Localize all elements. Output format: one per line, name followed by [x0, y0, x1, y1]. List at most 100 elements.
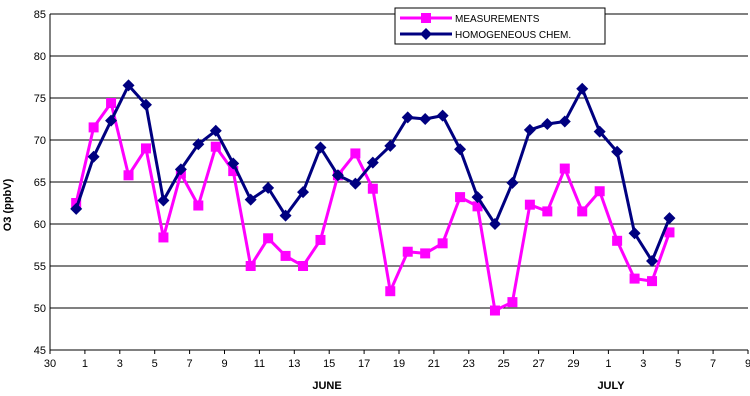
y-tick-label: 55: [34, 261, 46, 273]
data-point: [88, 122, 99, 133]
y-axis-title: O3 (ppbV): [2, 178, 14, 231]
y-tick-label: 75: [34, 93, 46, 105]
data-point: [593, 125, 606, 138]
data-point: [263, 233, 274, 244]
y-tick-label: 60: [34, 219, 46, 231]
data-point: [489, 305, 500, 316]
data-point: [612, 235, 623, 246]
month-label-june: JUNE: [312, 380, 341, 392]
x-tick-label: 23: [463, 358, 475, 370]
x-tick-label: 5: [152, 358, 158, 370]
data-point: [139, 98, 152, 111]
data-point: [594, 186, 605, 197]
x-tick-label: 13: [288, 358, 300, 370]
data-point: [349, 177, 362, 190]
legend-marker: [420, 28, 432, 40]
data-point: [315, 234, 326, 245]
data-point: [558, 115, 571, 128]
data-point: [262, 181, 275, 194]
data-point: [524, 199, 535, 210]
data-point: [122, 79, 135, 92]
data-point: [245, 261, 256, 271]
data-point: [280, 250, 291, 261]
data-point: [157, 194, 170, 207]
data-point: [158, 232, 169, 243]
data-point: [542, 206, 553, 217]
data-point: [472, 201, 483, 212]
data-point: [507, 297, 518, 308]
data-point: [419, 113, 432, 125]
x-tick-label: 25: [498, 358, 510, 370]
data-point: [106, 98, 117, 109]
y-tick-label: 80: [34, 51, 46, 63]
data-point: [420, 248, 431, 259]
x-tick-label: 3: [640, 358, 646, 370]
plot-area: [70, 79, 676, 316]
x-tick-label: 17: [358, 358, 370, 370]
data-point: [647, 276, 658, 287]
x-axis-ticks: 30 1 3 5 7 9 11 13 15 17 19 21 23 25 27 29 1 3 5 7 9: [44, 350, 750, 370]
data-point: [227, 157, 240, 170]
data-point: [577, 206, 588, 217]
data-point: [611, 145, 624, 158]
data-point: [174, 163, 187, 176]
data-point: [559, 163, 570, 174]
data-point: [228, 166, 239, 177]
data-point: [140, 143, 151, 154]
x-tick-label: 7: [187, 358, 193, 370]
data-point: [664, 227, 675, 238]
data-point: [629, 273, 640, 284]
data-point: [314, 141, 327, 154]
x-tick-label: 1: [605, 358, 611, 370]
legend-label: MEASUREMENTS: [455, 14, 540, 25]
x-tick-label: 5: [675, 358, 681, 370]
x-tick-label: 11: [254, 358, 265, 370]
data-point: [87, 150, 100, 163]
data-point: [298, 261, 309, 271]
x-tick-label: 19: [393, 358, 405, 370]
data-point: [384, 139, 397, 152]
data-point: [576, 82, 589, 95]
series-measurements: [71, 98, 675, 316]
x-tick-label: 30: [44, 358, 56, 370]
data-point: [367, 183, 378, 194]
data-point: [436, 109, 449, 122]
data-point: [471, 191, 484, 204]
data-point: [401, 111, 414, 124]
month-label-july: JULY: [597, 380, 625, 392]
x-tick-label: 7: [710, 358, 716, 370]
x-tick-label: 27: [532, 358, 544, 370]
data-point: [663, 212, 676, 225]
x-tick-label: 9: [221, 358, 227, 370]
data-point: [402, 246, 413, 257]
y-tick-label: 50: [34, 303, 46, 315]
data-point: [193, 200, 204, 211]
x-tick-label: 21: [428, 358, 440, 370]
data-point: [628, 227, 641, 240]
data-point: [105, 114, 118, 127]
data-point: [366, 156, 379, 169]
legend: MEASUREMENTS HOMOGENEOUS CHEM.: [394, 7, 606, 45]
data-point: [210, 141, 221, 152]
y-tick-label: 85: [34, 9, 46, 21]
data-point: [455, 192, 466, 203]
data-point: [350, 148, 361, 159]
x-tick-label: 29: [567, 358, 579, 370]
data-point: [454, 143, 467, 156]
legend-label: HOMOGENEOUS CHEM.: [455, 30, 571, 41]
data-point: [331, 169, 344, 182]
data-point: [209, 124, 222, 137]
data-point: [488, 218, 501, 230]
y-tick-label: 65: [34, 177, 46, 189]
series-homogeneous-chem: [70, 79, 676, 267]
data-point: [541, 118, 554, 131]
x-tick-label: 1: [82, 358, 88, 370]
data-point: [244, 193, 257, 206]
data-point: [523, 123, 536, 136]
data-point: [192, 138, 205, 151]
x-tick-label: 9: [745, 358, 750, 370]
y-tick-label: 45: [34, 345, 46, 357]
data-point: [646, 254, 659, 267]
x-tick-label: 3: [117, 358, 123, 370]
